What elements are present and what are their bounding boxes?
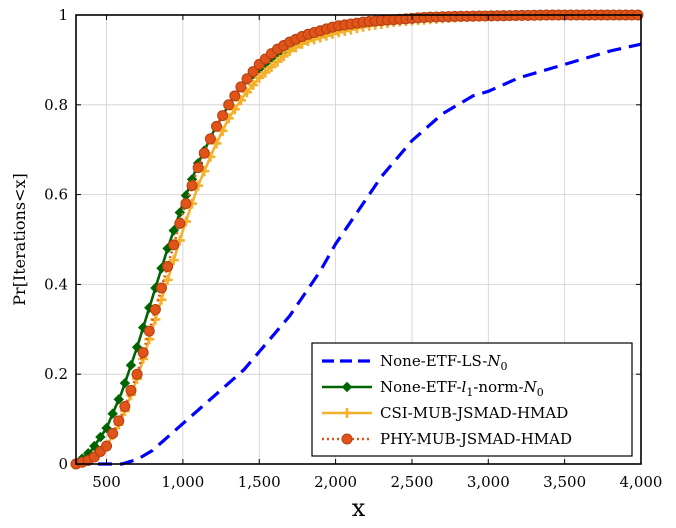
data-point-marker <box>107 408 118 419</box>
legend-marker <box>341 433 353 445</box>
series-0 <box>76 42 642 466</box>
data-point-marker <box>284 45 295 56</box>
legend-marker <box>342 408 352 418</box>
data-point-marker <box>107 427 119 439</box>
data-point-marker <box>217 110 229 122</box>
axis-ticks: 500 1,000 1,500 2,000 2,500 3,000 3,500 4,000 0 0… <box>44 6 662 491</box>
x-tick-label: 2,000 <box>314 473 357 491</box>
y-axis-title: Pr[Iterations<x] <box>10 173 29 305</box>
data-point-marker <box>241 73 253 85</box>
data-point-marker <box>168 239 180 251</box>
data-point-marker <box>210 120 222 132</box>
data-point-marker <box>192 162 204 174</box>
data-point-marker <box>95 431 106 443</box>
data-point-marker <box>131 368 143 380</box>
legend-marker <box>341 381 353 393</box>
data-point-marker <box>137 347 149 359</box>
y-tick-label: 0.8 <box>44 96 68 114</box>
data-point-marker <box>125 384 137 396</box>
data-point-marker <box>242 87 253 98</box>
data-point-marker <box>229 90 241 102</box>
x-tick-label: 3,000 <box>467 473 510 491</box>
legend-entry: PHY-MUB-JSMAD-HMAD <box>322 430 572 448</box>
x-tick-label: 1,500 <box>238 473 281 491</box>
y-tick-label: 0.6 <box>44 186 68 204</box>
data-point-marker <box>119 377 131 389</box>
data-point-marker <box>223 99 235 111</box>
legend-label: PHY-MUB-JSMAD-HMAD <box>380 430 572 448</box>
data-point-marker <box>272 56 283 67</box>
legend-entry: CSI-MUB-JSMAD-HMAD <box>322 404 568 422</box>
y-tick-label: 0.2 <box>44 365 68 383</box>
x-tick-label: 500 <box>92 473 121 491</box>
legend-label: None-ETF-LS-N0 <box>380 352 508 373</box>
data-point-marker <box>174 217 186 229</box>
data-point-marker <box>186 180 198 192</box>
data-point-marker <box>162 260 174 272</box>
x-tick-label: 3,500 <box>543 473 586 491</box>
y-tick-label: 0 <box>58 455 68 473</box>
series-line <box>76 42 642 466</box>
legend-entry: None-ETF-l1-norm-N0 <box>322 378 544 399</box>
legend-label: CSI-MUB-JSMAD-HMAD <box>380 404 568 422</box>
data-point-marker <box>143 325 155 337</box>
y-tick-label: 1 <box>58 6 68 24</box>
plot-frame <box>75 14 642 465</box>
data-point-marker <box>168 255 179 266</box>
data-point-marker <box>204 133 216 145</box>
data-point-marker <box>235 81 247 93</box>
data-point-marker <box>198 147 210 159</box>
data-point-marker <box>266 62 277 73</box>
data-point-marker <box>101 440 113 452</box>
x-tick-label: 2,500 <box>390 473 433 491</box>
data-point-marker <box>260 67 271 78</box>
legend-label: None-ETF-l1-norm-N0 <box>380 378 544 399</box>
data-point-marker <box>162 274 173 285</box>
data-point-marker <box>180 198 192 210</box>
data-point-marker <box>254 72 265 83</box>
data-point-marker <box>113 394 124 405</box>
x-tick-label: 1,000 <box>161 473 204 491</box>
legend-entry: None-ETF-LS-N0 <box>322 352 508 373</box>
data-point-marker <box>247 66 259 78</box>
data-point-marker <box>113 415 125 427</box>
data-point-marker <box>156 282 168 294</box>
data-point-marker <box>278 51 289 62</box>
x-tick-label: 4,000 <box>620 473 663 491</box>
data-point-marker <box>149 304 161 316</box>
data-point-marker <box>119 401 131 413</box>
legend: None-ETF-LS-N0 None-ETF-l1-norm-N0 CSI-MUB… <box>311 342 633 457</box>
y-tick-label: 0.4 <box>44 275 68 293</box>
data-point-marker <box>248 80 259 91</box>
x-axis-title: x <box>352 494 366 522</box>
data-point-marker <box>125 360 137 371</box>
